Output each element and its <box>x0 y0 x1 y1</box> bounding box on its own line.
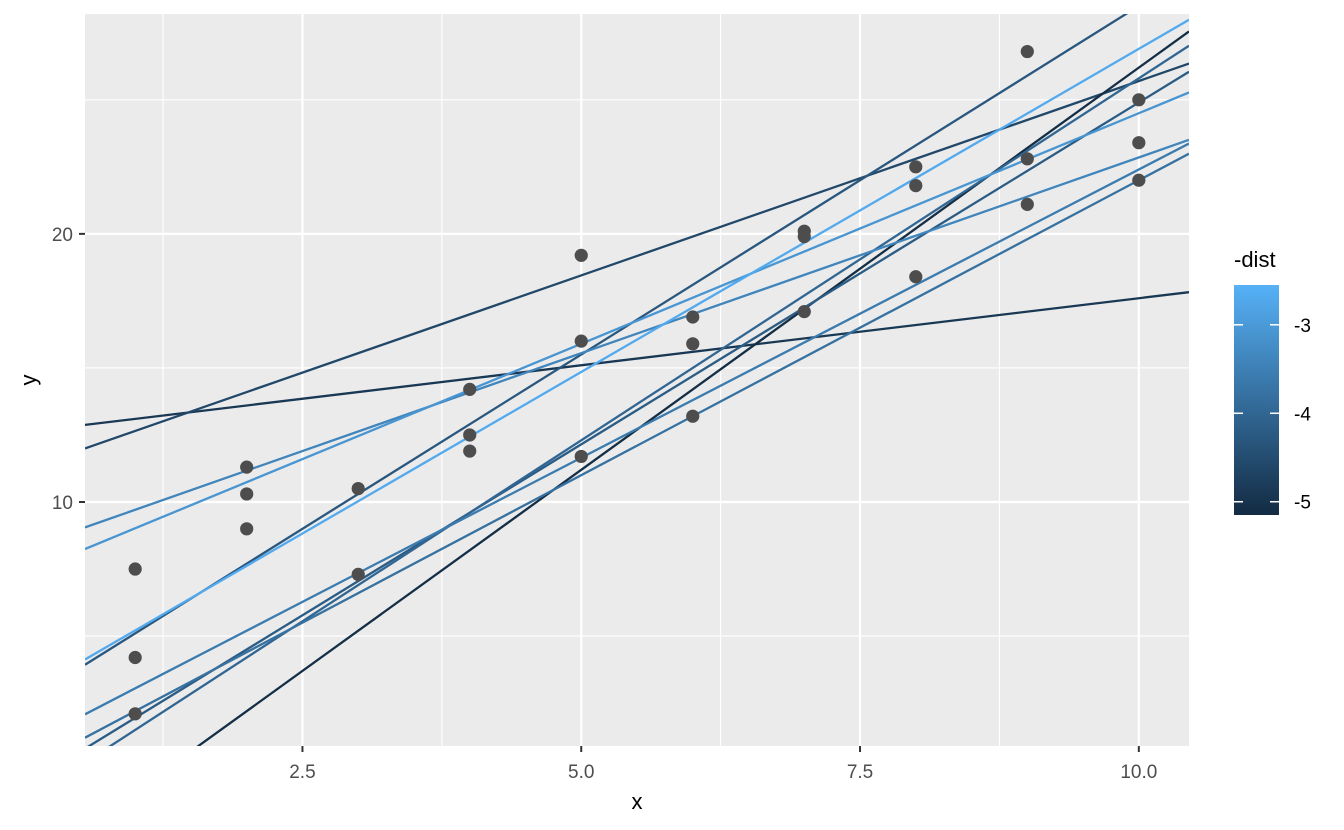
fit-line-9 <box>85 138 1189 529</box>
legend-colorbar <box>1234 285 1279 515</box>
data-points <box>128 44 1146 721</box>
data-point <box>240 487 254 501</box>
data-point <box>240 522 254 536</box>
data-point <box>128 707 142 721</box>
y-tick-label: 20 <box>52 225 73 246</box>
data-point <box>351 567 365 581</box>
data-point <box>909 160 923 174</box>
data-point <box>574 449 588 464</box>
grid-minor <box>85 14 1189 746</box>
data-point <box>797 305 811 319</box>
data-point <box>351 481 365 496</box>
fit-line-7 <box>85 142 1189 716</box>
legend-tick-label: -5 <box>1294 493 1311 514</box>
y-axis: 10 20 <box>52 225 85 514</box>
data-point <box>797 229 811 244</box>
x-tick-label: 7.5 <box>847 762 873 783</box>
data-point <box>128 650 142 665</box>
data-point <box>909 270 923 284</box>
fit-line-10 <box>85 91 1189 551</box>
data-point <box>1020 152 1034 166</box>
legend-ticks: -3 -4 -5 <box>1234 316 1311 514</box>
fit-line-11 <box>85 18 1189 661</box>
data-point <box>463 444 477 458</box>
data-point <box>1132 136 1146 150</box>
x-axis-title: x <box>632 789 643 814</box>
fit-line-5 <box>87 70 1189 746</box>
x-tick-label: 2.5 <box>289 762 315 783</box>
legend-title: -dist <box>1234 247 1276 272</box>
y-tick-label: 10 <box>52 493 73 514</box>
data-point <box>1132 173 1146 187</box>
plot-panel <box>85 14 1189 746</box>
data-point <box>686 310 700 324</box>
y-axis-title: y <box>16 375 41 386</box>
fit-line-6 <box>108 44 1189 746</box>
data-point <box>128 562 142 576</box>
fit-line-8 <box>85 152 1189 739</box>
data-point <box>686 409 700 423</box>
data-point <box>1020 44 1034 59</box>
legend-tick-label: -4 <box>1294 404 1311 425</box>
legend-tick-label: -3 <box>1294 316 1311 337</box>
data-point <box>463 382 477 396</box>
data-point <box>574 334 588 348</box>
data-point <box>1020 197 1034 211</box>
data-point <box>909 179 923 193</box>
fit-lines <box>85 14 1189 746</box>
x-tick-label: 10.0 <box>1120 762 1157 783</box>
grid-major <box>85 14 1189 746</box>
data-point <box>240 460 254 474</box>
x-axis: 2.5 5.0 7.5 10.0 <box>289 746 1157 783</box>
data-point <box>463 428 477 442</box>
x-tick-label: 5.0 <box>568 762 594 783</box>
data-point <box>574 248 588 262</box>
data-point <box>686 337 700 351</box>
fit-line-1 <box>85 291 1189 427</box>
data-point <box>1132 93 1146 107</box>
legend: -dist -3 -4 -5 <box>1234 247 1311 515</box>
